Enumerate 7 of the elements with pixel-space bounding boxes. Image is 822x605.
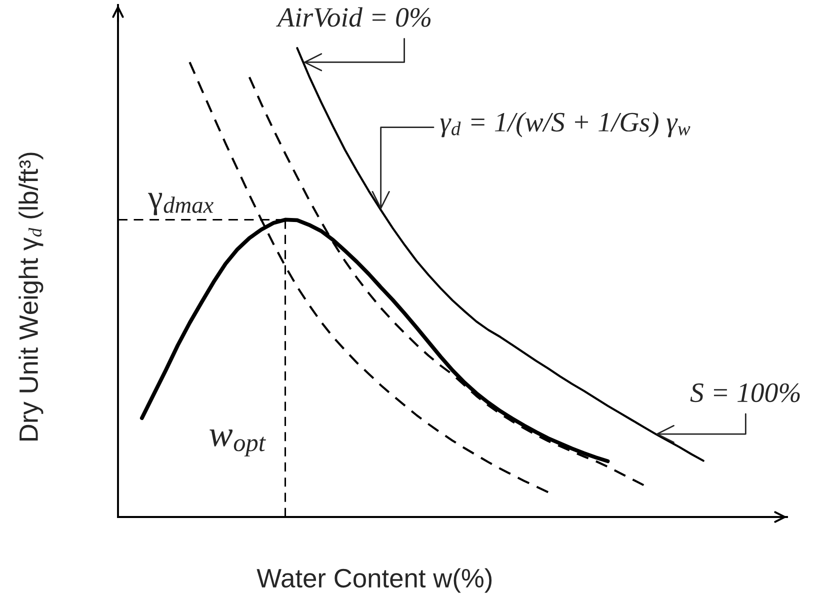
annotation: S = 100% (690, 383, 800, 402)
annotation: w$_{opt}$ (210, 429, 266, 456)
ref-line-label: γ$_{dmax}$ (148, 192, 214, 216)
text: AirVoid = 0% (276, 7, 431, 27)
x-axis-title: Water Content w(%) (256, 568, 492, 593)
annotation: γ$_{d}$ = 1/(w/S + 1/Gs) γ$_{w}$ (440, 112, 690, 138)
y-axis-title: Dry Unit Weight γ$_{d}$ (lb/ft³) (18, 152, 44, 440)
